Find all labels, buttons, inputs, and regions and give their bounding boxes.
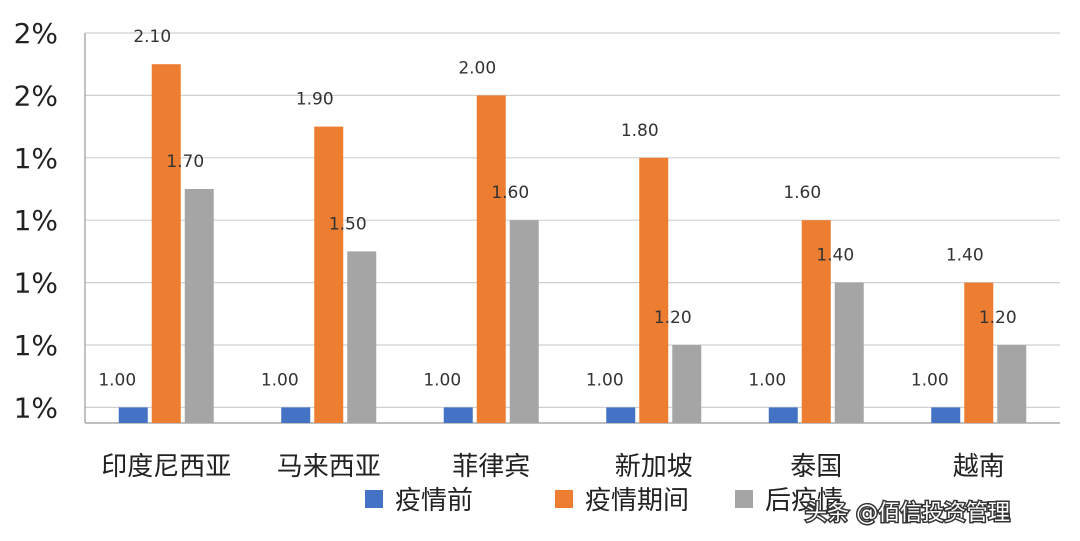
data-labels: 1.00 2.10 1.70 1.00 1.90 1.50 1.00 2.00 1.60 1.00… [98,27,1016,390]
data-label: 1.60 [783,183,821,203]
data-label: 1.00 [911,370,949,390]
y-tick-label: 1% [14,204,58,237]
data-label: 1.40 [946,246,984,266]
data-label: 1.00 [423,370,461,390]
x-axis-categories: 印度尼西亚 马来西亚 菲律宾 新加坡 泰国 越南 [101,452,1005,482]
data-label: 1.60 [491,183,529,203]
data-label: 1.20 [979,308,1017,328]
watermark-text: 头条 @佰信投资管理 [805,501,1010,526]
legend-label: 后疫情 [765,486,843,516]
data-label: 1.00 [261,370,299,390]
category-label: 泰国 [790,452,842,482]
data-label: 2.10 [133,27,171,47]
bar [151,64,181,423]
bar [997,345,1027,423]
bar [768,407,798,423]
bar [347,251,377,423]
data-label: 1.70 [166,152,204,172]
data-label: 1.20 [654,308,692,328]
data-label: 1.80 [621,121,659,141]
bar [834,282,864,423]
bar [606,407,636,423]
y-tick-label: 1% [14,391,58,424]
data-label: 1.00 [98,370,136,390]
bar [184,189,214,423]
legend-label: 疫情前 [395,486,473,516]
bar [118,407,148,423]
data-label: 1.00 [748,370,786,390]
category-label: 菲律宾 [452,452,530,482]
bar [509,220,539,423]
y-tick-label: 1% [14,142,58,175]
bar [281,407,311,423]
bar [964,282,994,423]
data-label: 1.50 [329,214,367,234]
legend-swatch [365,490,383,508]
bar [639,157,669,424]
legend: 疫情前 疫情期间 后疫情 [365,486,843,516]
category-label: 越南 [953,452,1005,482]
bar [801,220,831,423]
y-tick-label: 2% [14,79,58,112]
y-tick-label: 1% [14,267,58,300]
bar [476,95,506,424]
legend-label: 疫情期间 [585,486,689,516]
data-label: 1.90 [296,90,334,110]
gridlines [84,32,1060,424]
legend-swatch [555,490,573,508]
y-tick-label: 1% [14,329,58,362]
bar [314,126,344,423]
data-label: 1.40 [816,246,854,266]
data-label: 2.00 [458,58,496,78]
bar [443,407,473,423]
category-label: 新加坡 [615,452,693,482]
y-tick-label: 2% [14,17,58,50]
legend-swatch [735,490,753,508]
data-label: 1.00 [586,370,624,390]
category-label: 马来西亚 [277,452,381,482]
bar [672,345,702,423]
y-axis-ticks: 1% 1% 1% 1% 1% 2% 2% [14,17,58,424]
bars [118,64,1027,424]
category-label: 印度尼西亚 [101,452,231,482]
bar [931,407,961,423]
